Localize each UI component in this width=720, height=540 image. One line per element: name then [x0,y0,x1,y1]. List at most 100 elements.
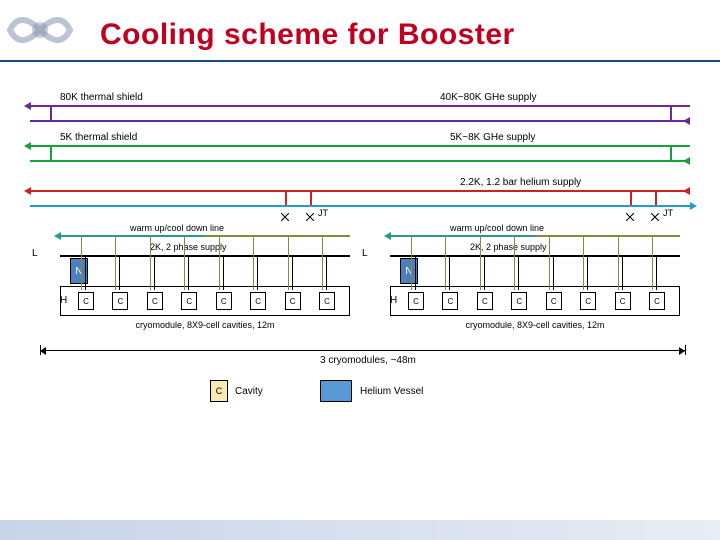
cavity-drop [154,255,155,290]
cavity-drop-warmup [81,235,82,290]
cavity-drop [292,255,293,290]
cavity-box: C [511,292,527,310]
legend-cavity-box: C [210,380,228,402]
arrow-warmup-l [54,232,61,240]
label-he-supply: 2.2K, 1.2 bar helium supply [460,177,581,188]
cooling-diagram: 80K thermal shield 40K~80K GHe supply 5K… [20,80,700,460]
cavity-box: C [216,292,232,310]
label-2k-r: 2K, 2 phase supply [470,242,547,252]
cavity-box: C [181,292,197,310]
cavity-box: C [147,292,163,310]
conn-5k-l [50,145,52,162]
cavity-box: C [285,292,301,310]
jt-drop-1 [285,190,287,205]
line-warmup-r-olive [535,235,680,237]
cavity-box: C [649,292,665,310]
cavity-drop [85,255,86,290]
line-he-supply [30,190,690,192]
label-warmup-r: warm up/cool down line [450,223,544,233]
legend-vessel-box [320,380,352,402]
cavity-box: C [546,292,562,310]
cavity-drop [415,255,416,290]
conn-80k-r [670,105,672,122]
cryomodule-label-left: cryomodule, 8X9-cell cavities, 12m [60,320,350,330]
overall-dim-label: 3 cryomodules, ~48m [320,355,416,366]
legend-vessel-label: Helium Vessel [360,386,423,397]
cavity-drop [656,255,657,290]
page-title: Cooling scheme for Booster [100,18,515,52]
cavity-box: C [442,292,458,310]
jt-drop-4 [655,190,657,205]
cavity-drop [622,255,623,290]
cavity-drop [449,255,450,290]
arrow-warmup-r [384,232,391,240]
arrow-80k-bot [683,117,690,125]
line-5k-bot [30,160,690,162]
dim-tick-r [685,345,686,355]
cavity-drop-warmup [411,235,412,290]
cavity-drop-warmup [618,235,619,290]
cavity-box: C [78,292,94,310]
cavity-box: C [112,292,128,310]
arrow-he-left [24,187,31,195]
cryomodule-left [60,286,350,316]
jt-valve-3 [626,208,634,216]
cavity-drop-warmup [253,235,254,290]
jt-valve-1 [281,208,289,216]
label-80k-shield: 80K thermal shield [60,92,143,103]
line-5k-top [30,145,690,147]
arrow-he-right [683,187,690,195]
cavity-drop-warmup [514,235,515,290]
cavity-drop [223,255,224,290]
jt-drop-3 [630,190,632,205]
cavity-drop-warmup [150,235,151,290]
jt-drop-2 [310,190,312,205]
side-label-L-right: L [362,248,368,259]
line-80k-bot [30,120,690,122]
cavity-box: C [250,292,266,310]
dim-arrow-l [40,347,46,355]
cavity-drop [587,255,588,290]
cavity-drop [326,255,327,290]
cavity-box: C [615,292,631,310]
cavity-drop-warmup [549,235,550,290]
cavity-drop-warmup [184,235,185,290]
cavity-box: C [477,292,493,310]
label-80k-supply: 40K~80K GHe supply [440,92,536,103]
side-label-L-left: L [32,248,38,259]
arrow-subcool-r [690,202,697,210]
label-2k-l: 2K, 2 phase supply [150,242,227,252]
line-80k-top [30,105,690,107]
cavity-drop [484,255,485,290]
footer-band [0,520,720,540]
cavity-drop-warmup [322,235,323,290]
cavity-drop-warmup [583,235,584,290]
line-warmup-l-olive [205,235,350,237]
cavity-drop-warmup [480,235,481,290]
logo-swirl [0,0,80,60]
dim-line [40,350,685,351]
cavity-drop [518,255,519,290]
cavity-box: C [319,292,335,310]
label-warmup-l: warm up/cool down line [130,223,224,233]
line-2k-l [60,255,350,257]
cavity-drop [257,255,258,290]
jt-valve-4 [651,208,659,216]
cavity-drop-warmup [115,235,116,290]
line-subcool [30,205,690,207]
cavity-box: C [580,292,596,310]
jt-label-1: JT [318,208,328,218]
cavity-drop [553,255,554,290]
cavity-box: C [408,292,424,310]
cavity-drop-warmup [219,235,220,290]
cavity-drop-warmup [445,235,446,290]
legend-cavity-label: Cavity [235,386,263,397]
cavity-drop [188,255,189,290]
conn-80k-l [50,105,52,122]
dim-arrow-r [679,347,685,355]
arrow-80k-top [24,102,31,110]
cavity-drop-warmup [652,235,653,290]
cryomodule-label-right: cryomodule, 8X9-cell cavities, 12m [390,320,680,330]
jt-valve-2 [306,208,314,216]
cavity-drop-warmup [288,235,289,290]
